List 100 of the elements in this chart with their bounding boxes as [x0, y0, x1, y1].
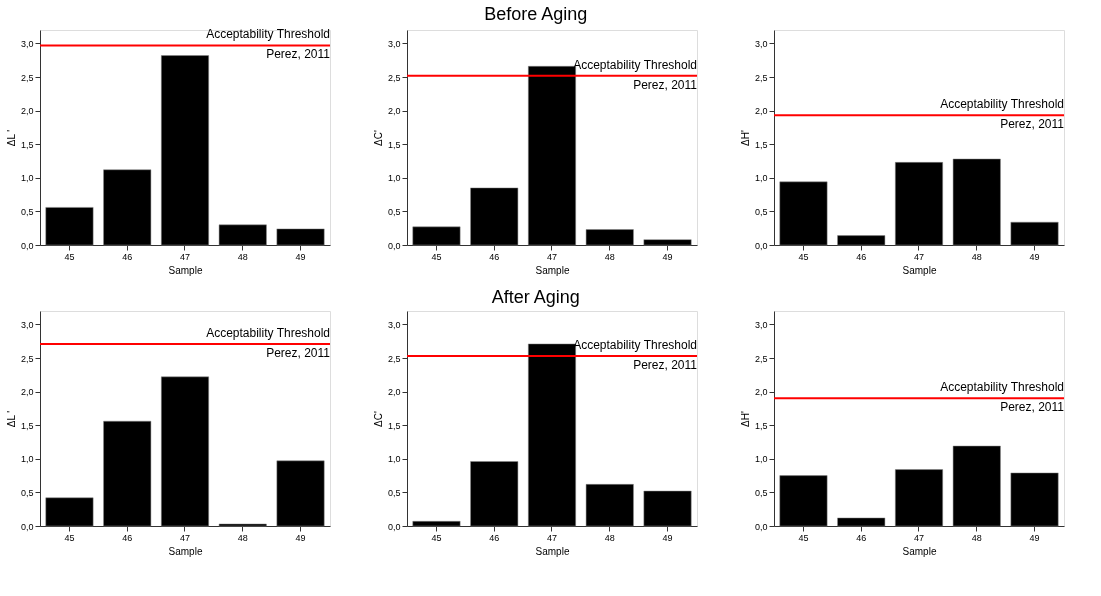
- ref-line-label: Acceptability Threshold: [206, 325, 330, 340]
- bar: [45, 497, 94, 527]
- y-tick-label: 1,5: [20, 420, 34, 431]
- x-tick-label: 47: [179, 251, 191, 262]
- bar: [412, 521, 461, 527]
- bar: [1010, 472, 1059, 527]
- bar: [161, 376, 209, 527]
- y-tick-label: 2,0: [387, 106, 401, 117]
- x-tick-label: 46: [489, 532, 500, 543]
- bar: [952, 158, 1001, 246]
- x-tick-label: 47: [546, 251, 558, 262]
- y-tick-label: 3,0: [387, 319, 401, 330]
- y-tick-label: 0,0: [754, 521, 768, 532]
- x-axis-title: Sample: [535, 545, 570, 557]
- bar: [276, 228, 325, 246]
- x-tick-label: 46: [856, 251, 867, 262]
- bar: [103, 420, 152, 527]
- y-tick-label: 2,0: [754, 106, 768, 117]
- y-tick-label: 2,5: [754, 72, 768, 83]
- y-axis-title: ΔC': [372, 411, 384, 427]
- x-tick-label: 49: [1029, 251, 1040, 262]
- x-tick-label: 47: [913, 532, 925, 543]
- y-tick-label: 3,0: [20, 319, 34, 330]
- x-tick-label: 46: [122, 532, 133, 543]
- x-axis-title: Sample: [168, 545, 203, 557]
- x-axis-title: Sample: [535, 264, 570, 276]
- bar: [103, 169, 152, 246]
- y-tick-label: 2,5: [387, 353, 401, 364]
- y-tick-label: 0,5: [754, 206, 768, 217]
- y-tick-label: 0,0: [387, 240, 401, 251]
- bar: [1010, 221, 1059, 246]
- y-tick-label: 1,5: [20, 139, 34, 150]
- y-tick-label: 2,5: [754, 353, 768, 364]
- y-tick-label: 2,5: [387, 72, 401, 83]
- x-tick-label: 47: [179, 532, 191, 543]
- x-tick-label: 47: [913, 251, 925, 262]
- y-tick-label: 3,0: [754, 38, 768, 49]
- y-tick-label: 0,0: [20, 521, 34, 532]
- ref-line-label: Acceptability Threshold: [940, 380, 1064, 395]
- bar: [779, 475, 828, 527]
- y-tick-label: 2,0: [20, 387, 34, 398]
- y-axis-title: ΔH': [739, 411, 751, 427]
- x-tick-label: 45: [64, 532, 75, 543]
- x-tick-label: 45: [798, 251, 809, 262]
- y-axis-title: ΔL ': [5, 410, 17, 428]
- y-tick-label: 2,5: [20, 353, 34, 364]
- y-axis-title: ΔL ': [5, 129, 17, 147]
- y-tick-label: 1,5: [754, 139, 768, 150]
- x-axis-title: Sample: [168, 264, 203, 276]
- y-tick-label: 0,5: [20, 487, 34, 498]
- y-tick-label: 3,0: [754, 319, 768, 330]
- x-tick-label: 48: [971, 251, 982, 262]
- y-tick-label: 0,0: [754, 240, 768, 251]
- x-tick-label: 45: [431, 532, 442, 543]
- y-tick-label: 1,0: [20, 454, 34, 465]
- y-tick-label: 1,0: [387, 454, 401, 465]
- bar: [895, 162, 943, 246]
- x-tick-label: 48: [237, 532, 248, 543]
- annotation: Perez, 2011: [1000, 400, 1065, 415]
- y-tick-label: 3,0: [387, 38, 401, 49]
- bar: [528, 66, 576, 246]
- ref-line-label: Acceptability Threshold: [573, 57, 697, 72]
- bar: [161, 55, 209, 246]
- ref-line-label: Acceptability Threshold: [940, 97, 1064, 112]
- bar: [585, 484, 634, 527]
- x-tick-label: 47: [546, 532, 558, 543]
- x-tick-label: 48: [604, 251, 615, 262]
- y-tick-label: 2,0: [20, 106, 34, 117]
- x-tick-label: 49: [1029, 532, 1040, 543]
- bar: [412, 226, 461, 246]
- x-axis-title: Sample: [902, 545, 937, 557]
- y-tick-label: 1,5: [387, 420, 401, 431]
- annotation: Perez, 2011: [1000, 117, 1065, 132]
- x-tick-label: 45: [798, 532, 809, 543]
- y-tick-label: 2,5: [20, 72, 34, 83]
- y-axis-title: ΔH': [739, 130, 751, 146]
- bar: [45, 207, 94, 246]
- y-tick-label: 2,0: [754, 387, 768, 398]
- y-tick-label: 1,0: [754, 454, 768, 465]
- annotation: Perez, 2011: [266, 47, 331, 62]
- bar: [837, 517, 886, 527]
- y-tick-label: 1,5: [754, 420, 768, 431]
- bar: [528, 343, 576, 527]
- ref-line-label: Acceptability Threshold: [206, 27, 330, 42]
- bar: [895, 469, 943, 527]
- bar: [585, 229, 634, 246]
- y-tick-label: 1,0: [387, 173, 401, 184]
- bar: [470, 461, 519, 527]
- y-axis-title: ΔC': [372, 130, 384, 146]
- bar: [218, 224, 267, 246]
- y-tick-label: 0,0: [20, 240, 34, 251]
- bar: [643, 239, 692, 246]
- y-tick-label: 0,5: [20, 206, 34, 217]
- x-tick-label: 45: [64, 251, 75, 262]
- y-tick-label: 0,5: [387, 487, 401, 498]
- annotation: Perez, 2011: [266, 345, 331, 360]
- x-tick-label: 49: [295, 532, 306, 543]
- y-tick-label: 1,0: [754, 173, 768, 184]
- x-tick-label: 48: [971, 532, 982, 543]
- y-tick-label: 1,0: [20, 173, 34, 184]
